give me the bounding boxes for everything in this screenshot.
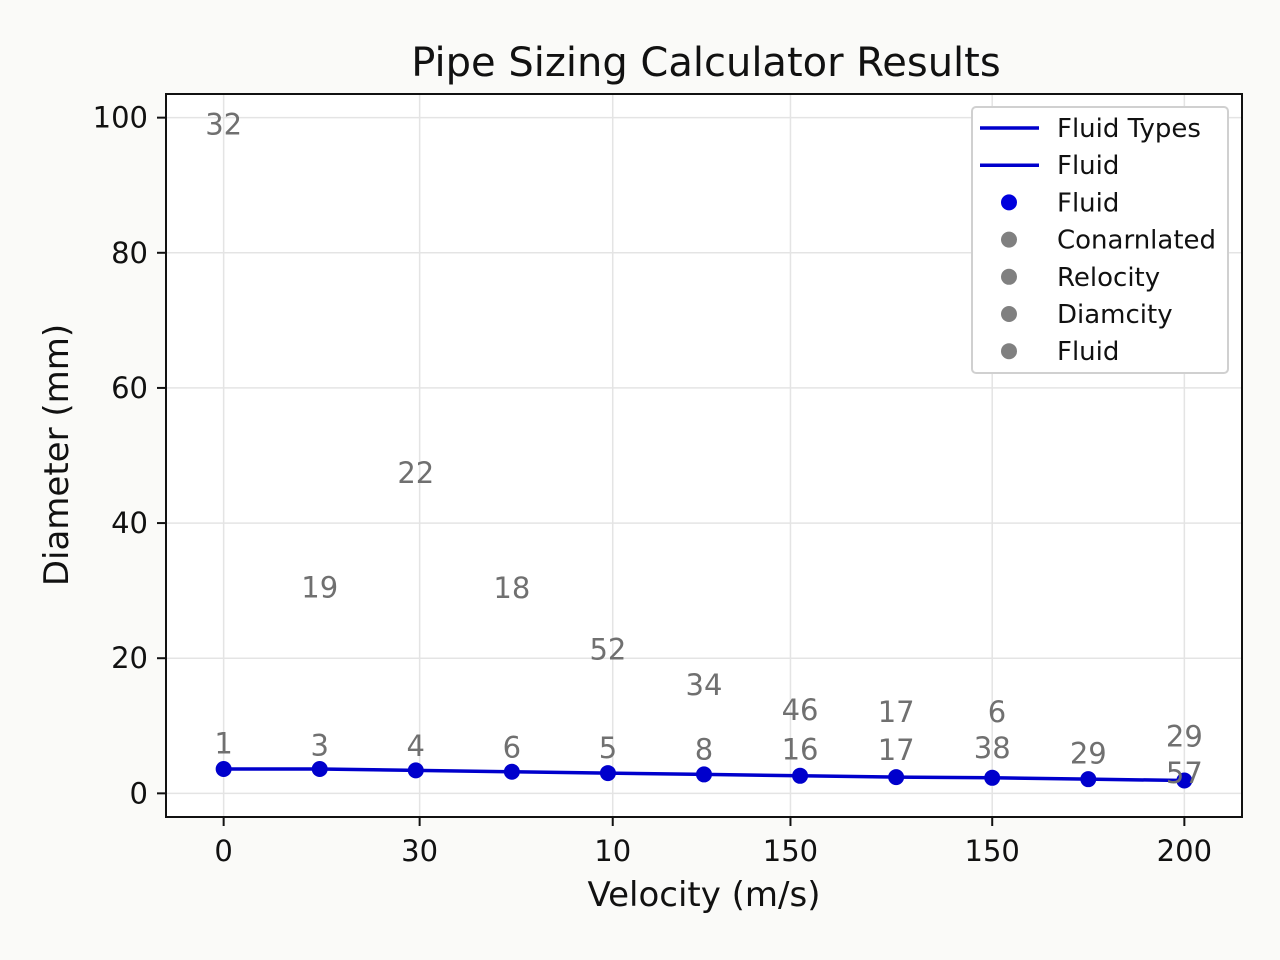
legend-dot-swatch bbox=[1001, 306, 1017, 322]
y-tick-label: 60 bbox=[111, 371, 148, 405]
data-label: 17 bbox=[878, 695, 915, 729]
legend-label: Fluid bbox=[1057, 151, 1119, 181]
x-tick-label: 10 bbox=[594, 834, 631, 868]
legend-dot-swatch bbox=[1001, 231, 1017, 248]
y-tick-label: 100 bbox=[93, 101, 148, 135]
legend-label: Conarnlated bbox=[1057, 226, 1216, 256]
data-point bbox=[599, 765, 616, 782]
data-label: 1 bbox=[214, 726, 232, 760]
data-label: 38 bbox=[974, 731, 1011, 765]
data-label: 32 bbox=[205, 107, 242, 141]
data-label: 19 bbox=[301, 570, 338, 604]
plot-frame bbox=[165, 93, 1243, 818]
x-ticks: 0 30 10 150 150 200 bbox=[214, 817, 1212, 868]
x-tick-label: 200 bbox=[1157, 834, 1212, 868]
y-ticks: 0 20 40 60 80 100 bbox=[93, 101, 166, 810]
data-label: 6 bbox=[988, 695, 1006, 729]
data-label: 17 bbox=[878, 733, 915, 767]
legend-dot-swatch bbox=[1001, 268, 1017, 285]
data-label: 29 bbox=[1070, 736, 1107, 770]
data-label: 6 bbox=[503, 730, 521, 764]
data-label: 46 bbox=[782, 693, 819, 727]
y-axis-label: Diameter (mm) bbox=[37, 324, 77, 586]
legend-label: Fluid bbox=[1057, 337, 1119, 367]
data-point bbox=[696, 766, 712, 783]
y-tick-label: 20 bbox=[111, 641, 148, 675]
data-label: 29 bbox=[1166, 720, 1203, 754]
data-label: 5 bbox=[599, 731, 617, 765]
data-label: 16 bbox=[782, 732, 819, 766]
y-tick-label: 40 bbox=[111, 506, 148, 540]
data-point bbox=[1080, 771, 1097, 788]
chart-title: Pipe Sizing Calculator Results bbox=[411, 40, 1000, 86]
x-tick-label: 0 bbox=[214, 834, 232, 868]
x-tick-label: 30 bbox=[401, 834, 438, 868]
x-axis-label: Velocity (m/s) bbox=[587, 875, 820, 915]
legend-label: Relocity bbox=[1057, 263, 1160, 293]
x-tick-label: 150 bbox=[965, 834, 1020, 868]
legend: Fluid Types Fluid Fluid Conarnlated Relocity… bbox=[971, 106, 1229, 374]
data-label: 3 bbox=[310, 728, 328, 762]
data-point bbox=[984, 769, 1001, 786]
legend-label: Diamcity bbox=[1057, 300, 1173, 330]
data-label: 22 bbox=[397, 456, 434, 490]
legend-label: Fluid bbox=[1057, 188, 1119, 218]
x-tick-label: 150 bbox=[763, 834, 818, 868]
data-point bbox=[311, 761, 328, 778]
data-point bbox=[503, 763, 520, 780]
data-label: 57 bbox=[1166, 756, 1203, 790]
data-point bbox=[215, 761, 232, 778]
data-point bbox=[407, 762, 424, 779]
data-label: 4 bbox=[407, 729, 425, 763]
data-label: 18 bbox=[493, 571, 530, 605]
y-tick-label: 0 bbox=[130, 776, 148, 810]
legend-dot-swatch bbox=[1001, 343, 1017, 360]
series bbox=[215, 761, 1193, 789]
data-point bbox=[792, 767, 809, 784]
data-label: 52 bbox=[589, 632, 626, 666]
data-point bbox=[888, 769, 905, 786]
legend-box bbox=[971, 106, 1229, 374]
legend-dot-swatch bbox=[1001, 194, 1017, 211]
data-point bbox=[1176, 772, 1193, 789]
data-label: 34 bbox=[686, 668, 723, 702]
legend-label: Fluid Types bbox=[1057, 114, 1201, 144]
y-tick-label: 80 bbox=[111, 236, 148, 270]
data-label: 8 bbox=[695, 732, 713, 766]
